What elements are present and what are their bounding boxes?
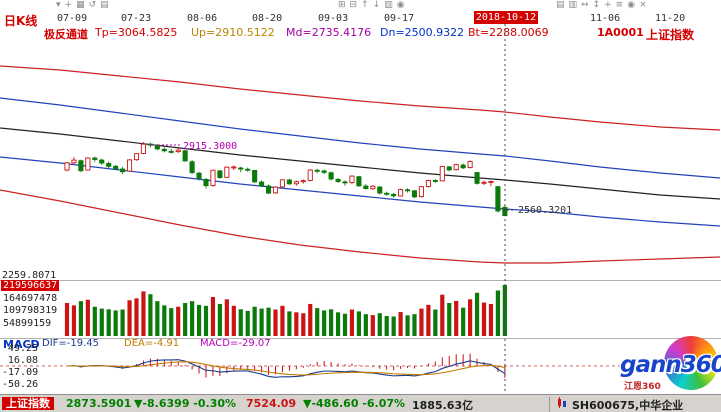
grid-layer bbox=[0, 280, 721, 339]
date-tick: 08-06 bbox=[187, 13, 218, 24]
macd-hist-value: MACD=-29.07 bbox=[200, 338, 271, 349]
date-tick: 11-20 bbox=[655, 13, 686, 24]
columns-icon[interactable]: ▥ bbox=[568, 0, 582, 10]
tp-line bbox=[0, 65, 721, 131]
macd-indicator-label[interactable]: MACD bbox=[3, 338, 40, 351]
period-label[interactable]: 日K线 bbox=[4, 14, 38, 28]
index-badge[interactable]: 上证指数 bbox=[2, 397, 54, 410]
toolbar-cluster-right: ▤▥↔↕+≡◉× bbox=[556, 0, 651, 11]
toolbar-cluster-left: ▾+▦↺▤ bbox=[56, 0, 113, 11]
second-index-value: 7524.09 bbox=[246, 397, 297, 410]
up-line bbox=[0, 97, 721, 179]
mini-candle-icon[interactable] bbox=[556, 397, 568, 412]
volume-axis-tick: 54899159 bbox=[3, 318, 52, 329]
indicator-value-up: Up=2910.5122 bbox=[191, 26, 275, 39]
second-index-change: ▼-486.60 -6.07% bbox=[303, 397, 406, 410]
macd-dif-value: DIF=-19.45 bbox=[42, 338, 100, 349]
zoom-out-icon[interactable]: ⊟ bbox=[349, 0, 362, 10]
indicator-value-bt: Bt=2288.0069 bbox=[468, 26, 549, 39]
indicator-name[interactable]: 极反通道 bbox=[44, 28, 88, 41]
statusbar-divider bbox=[549, 397, 550, 412]
gann360-logo: gann360 江恩360 bbox=[620, 335, 721, 393]
menu-icon[interactable]: ≡ bbox=[615, 0, 628, 10]
add-icon[interactable]: + bbox=[64, 0, 77, 10]
volume-layer bbox=[64, 285, 507, 336]
md-line bbox=[0, 127, 721, 200]
toolbar-cluster-middle: ⊞⊟↑↓▥◉ bbox=[338, 0, 409, 11]
macd-layer bbox=[0, 353, 721, 378]
cursor-date-badge: 2018-10-12 bbox=[474, 11, 538, 24]
undo-icon[interactable]: ↺ bbox=[88, 0, 101, 10]
scroll-up-icon[interactable]: ↑ bbox=[361, 0, 373, 10]
date-tick: 09-03 bbox=[318, 13, 349, 24]
date-tick: 07-23 bbox=[121, 13, 152, 24]
macd-axis-tick: 16.08 bbox=[7, 355, 38, 366]
chart-type-icon[interactable]: ▤ bbox=[100, 0, 113, 10]
volume-cursor-tag: 219596637 bbox=[1, 280, 60, 291]
macd-axis-tick: 49.25 bbox=[7, 343, 38, 354]
volume-axis-tick: 109798319 bbox=[3, 305, 58, 316]
pinwheel-icon bbox=[664, 336, 718, 390]
add2-icon[interactable]: + bbox=[604, 0, 616, 10]
crosshair-icon[interactable]: ◉ bbox=[396, 0, 409, 10]
date-tick: 09-17 bbox=[384, 13, 415, 24]
panel-icon[interactable]: ▥ bbox=[384, 0, 397, 10]
target-icon[interactable]: ◉ bbox=[627, 0, 640, 10]
zoom-in-icon[interactable]: ⊞ bbox=[338, 0, 350, 10]
index-change: ▼-8.6399 -0.30% bbox=[134, 397, 237, 410]
logo-text: gann360 bbox=[620, 352, 721, 378]
symbol-name: 上证指数 bbox=[646, 28, 695, 42]
dropdown-icon[interactable]: ▾ bbox=[56, 0, 65, 10]
scroll-down-icon[interactable]: ↓ bbox=[372, 0, 385, 10]
annotations-layer: 2915.3000 2560.3201 bbox=[150, 141, 572, 216]
channel-lines-layer bbox=[0, 65, 721, 264]
expand-vertical-icon[interactable]: ↕ bbox=[592, 0, 605, 10]
svg-text:2560.3201: 2560.3201 bbox=[518, 205, 572, 216]
expand-horizontal-icon[interactable]: ↔ bbox=[581, 0, 593, 10]
close-icon[interactable]: × bbox=[639, 0, 651, 10]
indicator-value-tp: Tp=3064.5825 bbox=[95, 26, 178, 39]
volume-axis-tick: 164697478 bbox=[3, 293, 58, 304]
symbol-code: 1A0001 bbox=[597, 26, 644, 39]
price-axis-bottom-label: 2259.8071 bbox=[2, 270, 57, 281]
turnover-value: 1885.63亿 bbox=[412, 399, 474, 412]
layout-icon[interactable]: ▤ bbox=[556, 0, 569, 10]
date-tick: 08-20 bbox=[252, 13, 283, 24]
indicator-value-md: Md=2735.4176 bbox=[286, 26, 372, 39]
indicator-value-dn: Dn=2500.9322 bbox=[380, 26, 465, 39]
logo-caption: 江恩360 bbox=[624, 382, 661, 392]
index-value: 2873.5901 bbox=[66, 397, 132, 410]
svg-text:2915.3000: 2915.3000 bbox=[183, 141, 237, 152]
ticker-label[interactable]: SH600675,中华企业 bbox=[572, 399, 684, 412]
date-tick: 11-06 bbox=[590, 13, 621, 24]
macd-dea-value: DEA=-4.91 bbox=[124, 338, 180, 349]
status-bar: 上证指数 2873.5901 ▼-8.6399 -0.30% 7524.09 ▼… bbox=[0, 394, 721, 412]
bt-line bbox=[0, 189, 721, 264]
macd-axis-tick: -50.26 bbox=[2, 379, 39, 390]
date-tick: 07-09 bbox=[57, 13, 88, 24]
macd-axis-tick: -17.09 bbox=[2, 367, 39, 378]
grid-icon[interactable]: ▦ bbox=[76, 0, 89, 10]
candles-layer bbox=[64, 142, 508, 217]
